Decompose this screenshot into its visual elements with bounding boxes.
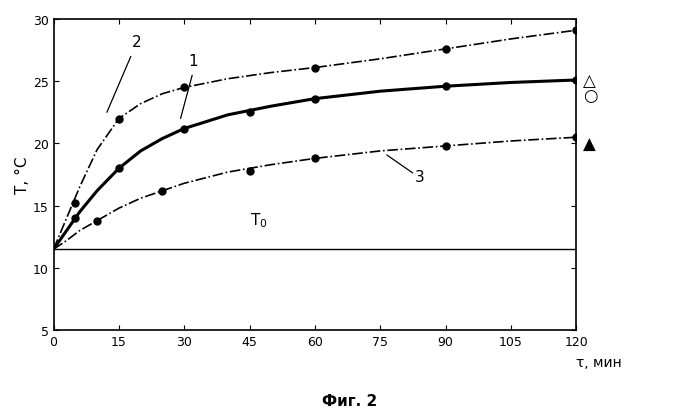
Text: 2: 2 <box>132 35 141 50</box>
Text: T$_0$: T$_0$ <box>249 211 267 229</box>
Text: △: △ <box>583 72 596 90</box>
Text: ○: ○ <box>583 87 597 105</box>
Text: ▲: ▲ <box>583 135 596 153</box>
Text: Фиг. 2: Фиг. 2 <box>323 393 377 408</box>
Text: 1: 1 <box>188 54 197 69</box>
Text: τ, мин: τ, мин <box>576 355 622 369</box>
Text: 3: 3 <box>415 169 425 184</box>
Y-axis label: T, °С: T, °С <box>15 156 30 194</box>
